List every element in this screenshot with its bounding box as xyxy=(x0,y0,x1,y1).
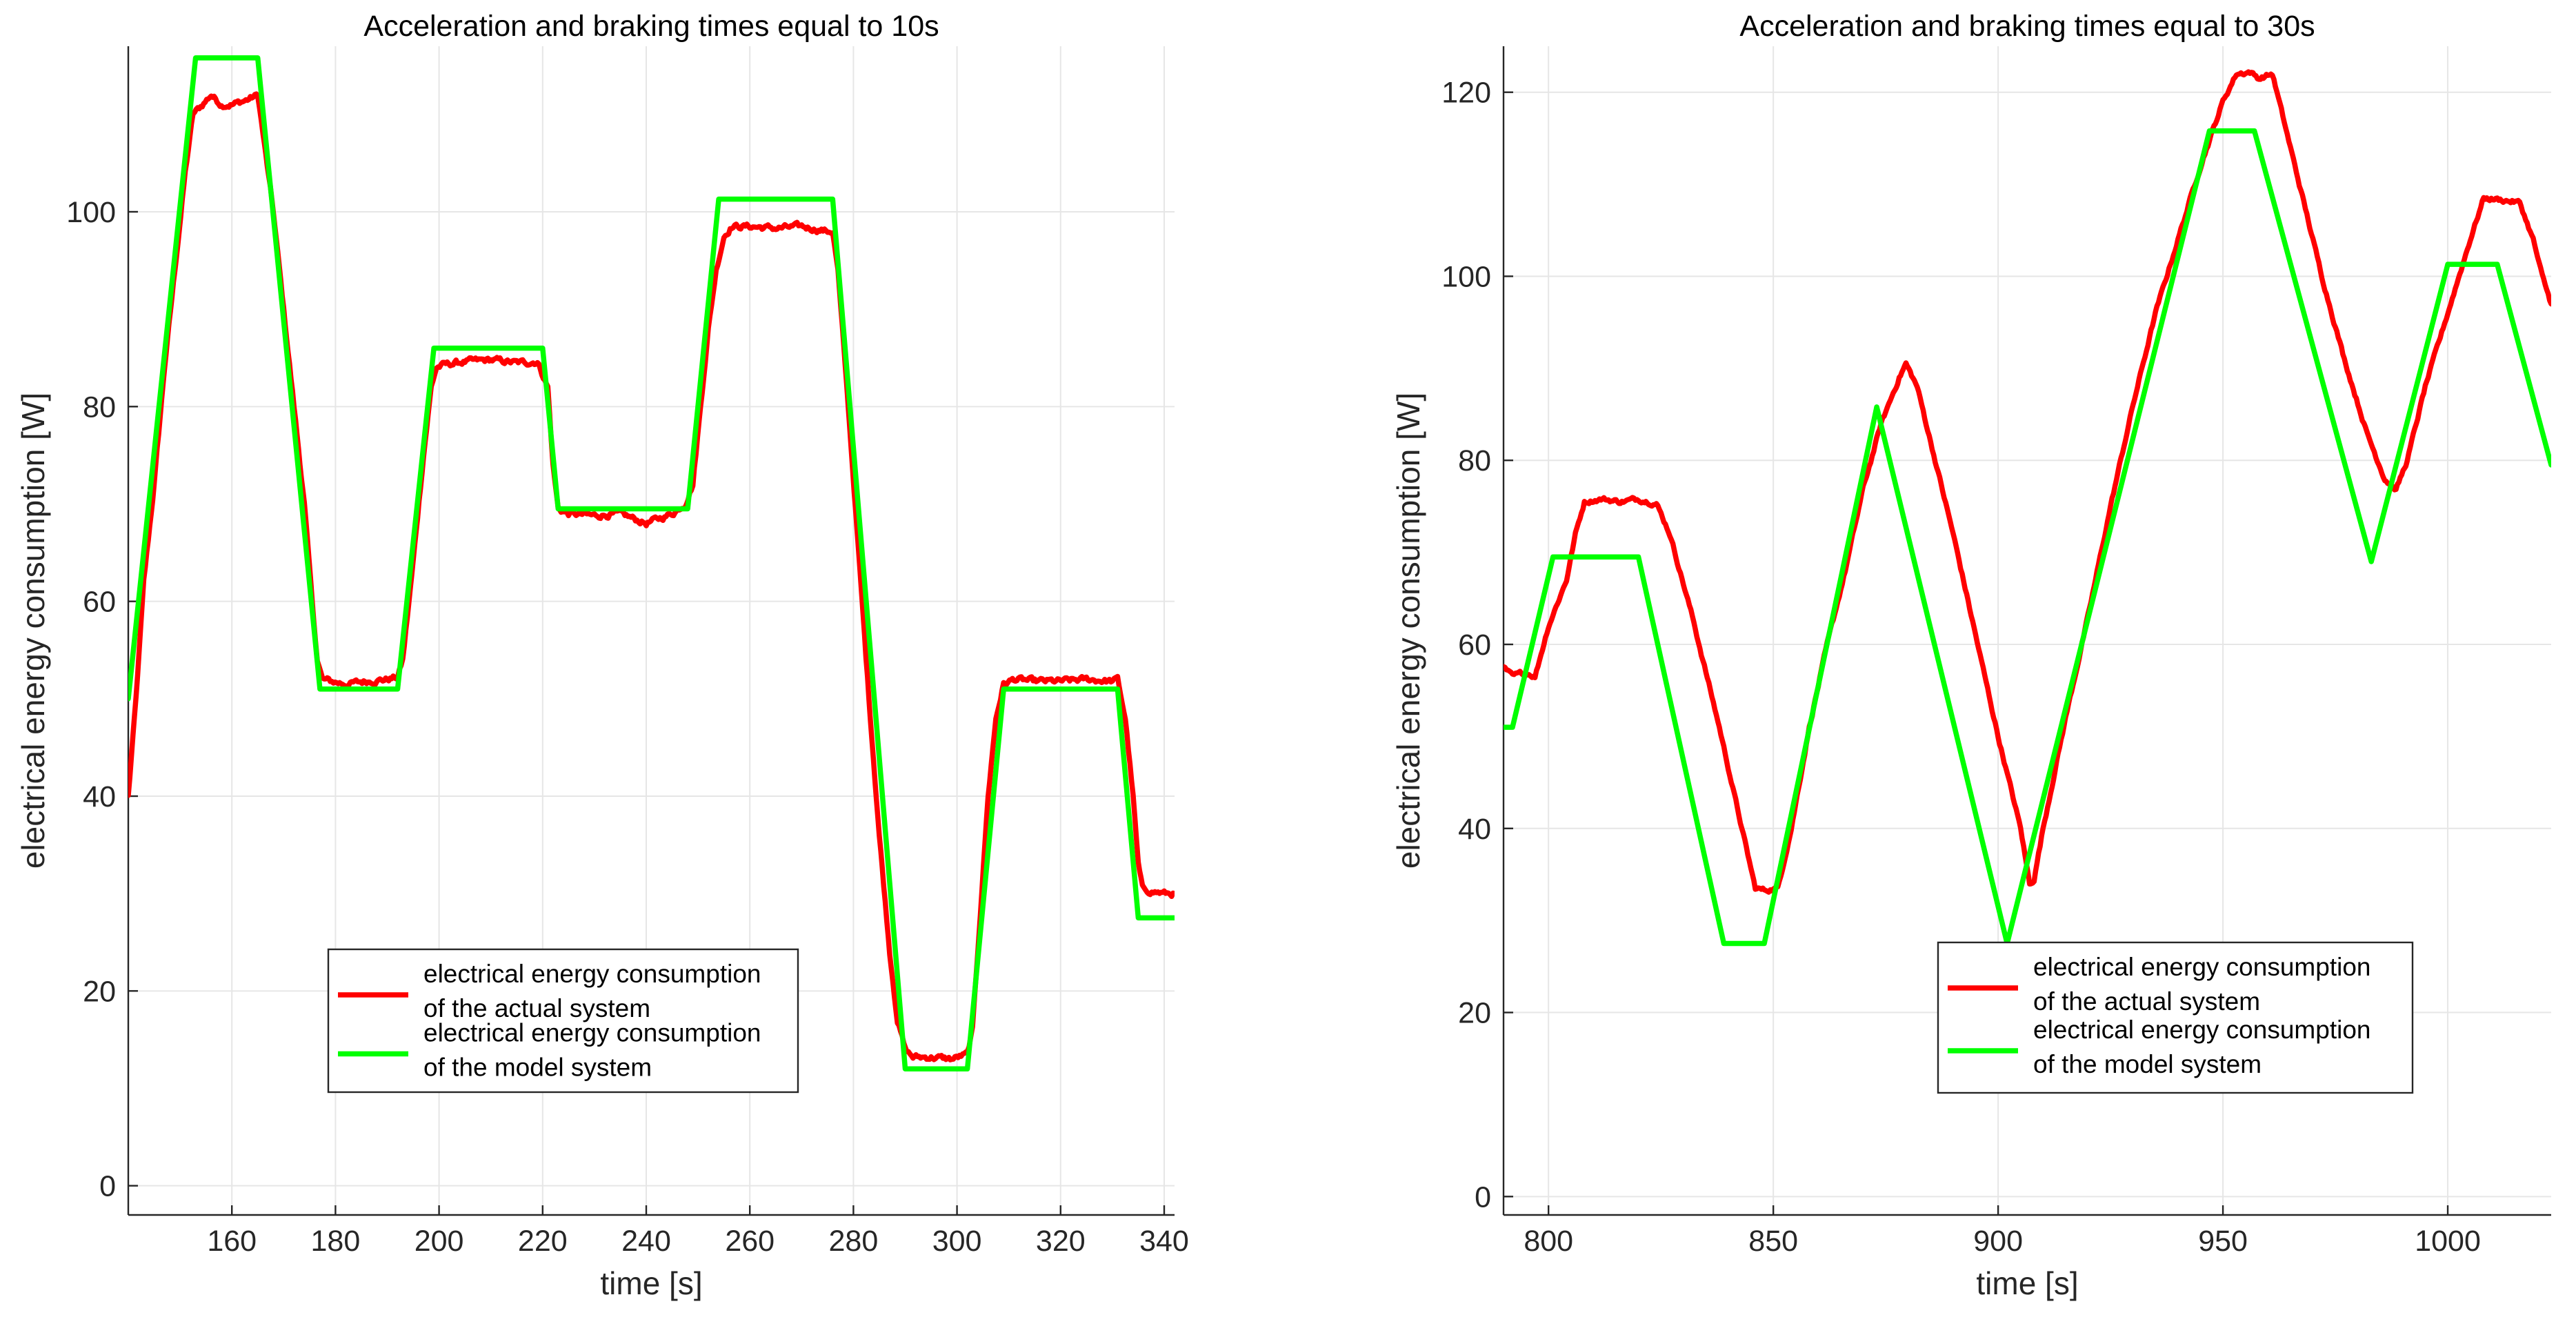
x-axis-label: time [s] xyxy=(600,1265,702,1301)
x-tick-label: 200 xyxy=(415,1225,464,1258)
y-tick-label: 60 xyxy=(83,586,116,619)
y-tick-label: 80 xyxy=(1458,444,1491,477)
legend-entry-model: electrical energy consumption of the mode… xyxy=(423,1019,761,1082)
x-tick-label: 180 xyxy=(311,1225,361,1258)
chart-panel-left: 160 180 200 220 240 260 280 300 320 340 0 20 40 60 80 1… xyxy=(15,10,1189,1301)
legend-entry-line: of the actual system xyxy=(423,994,650,1022)
y-tick-label: 0 xyxy=(99,1170,116,1203)
legend-entry-line: electrical energy consumption xyxy=(423,960,761,988)
legend-entry-line: electrical energy consumption xyxy=(2033,1016,2370,1044)
y-tick-label: 100 xyxy=(66,196,116,229)
x-tick-label: 300 xyxy=(932,1225,982,1258)
y-tick-label: 120 xyxy=(1441,77,1491,110)
y-tick-label: 20 xyxy=(83,975,116,1008)
chart-title: Acceleration and braking times equal to … xyxy=(363,10,939,43)
x-tick-label: 240 xyxy=(621,1225,671,1258)
chart-title: Acceleration and braking times equal to … xyxy=(1739,10,2315,43)
y-axis-label: electrical energy consumption [W] xyxy=(1390,393,1426,869)
y-tick-label: 20 xyxy=(1458,997,1491,1030)
y-tick-label: 80 xyxy=(83,390,116,424)
x-tick-label: 220 xyxy=(518,1225,568,1258)
legend-entry-line: of the actual system xyxy=(2033,987,2260,1016)
legend-box xyxy=(327,948,799,1094)
legend-entry-line: of the model system xyxy=(423,1054,652,1082)
y-tick-label: 60 xyxy=(1458,629,1491,662)
legend-entry-line: electrical energy consumption xyxy=(423,1019,761,1047)
x-tick-label: 340 xyxy=(1139,1225,1189,1258)
x-tick-label: 850 xyxy=(1748,1225,1798,1258)
x-tick-label: 950 xyxy=(2198,1225,2248,1258)
x-tick-label: 280 xyxy=(829,1225,879,1258)
series-line-model xyxy=(128,55,1175,1072)
x-tick-label: 900 xyxy=(1973,1225,2023,1258)
legend: electrical energy consumption of the actu… xyxy=(327,948,799,1094)
x-tick-label: 800 xyxy=(1524,1225,1573,1258)
x-tick-label: 160 xyxy=(207,1225,257,1258)
x-axis-label: time [s] xyxy=(1976,1265,2078,1301)
y-tick-label: 100 xyxy=(1441,260,1491,293)
x-tick-label: 1000 xyxy=(2415,1225,2481,1258)
legend-box xyxy=(1937,941,2414,1094)
y-tick-label: 0 xyxy=(1475,1180,1491,1214)
x-tick-label: 320 xyxy=(1036,1225,1086,1258)
legend-entry-line: of the model system xyxy=(2033,1050,2262,1078)
legend: electrical energy consumption of the actu… xyxy=(1937,941,2414,1094)
legend-entry-actual: electrical energy consumption of the actu… xyxy=(2033,953,2370,1016)
legend-entry-line: electrical energy consumption xyxy=(2033,953,2370,981)
legend-entry-model: electrical energy consumption of the mode… xyxy=(2033,1016,2370,1078)
x-tick-label: 260 xyxy=(725,1225,775,1258)
series-line-model xyxy=(1504,128,2551,947)
y-axis-label: electrical energy consumption [W] xyxy=(15,393,51,869)
chart-panel-right: 800 850 900 950 1000 0 20 40 60 80 100 120 Accelerat… xyxy=(1390,10,2551,1301)
legend-entry-actual: electrical energy consumption of the actu… xyxy=(423,960,761,1022)
y-tick-label: 40 xyxy=(83,780,116,813)
y-tick-label: 40 xyxy=(1458,813,1491,846)
